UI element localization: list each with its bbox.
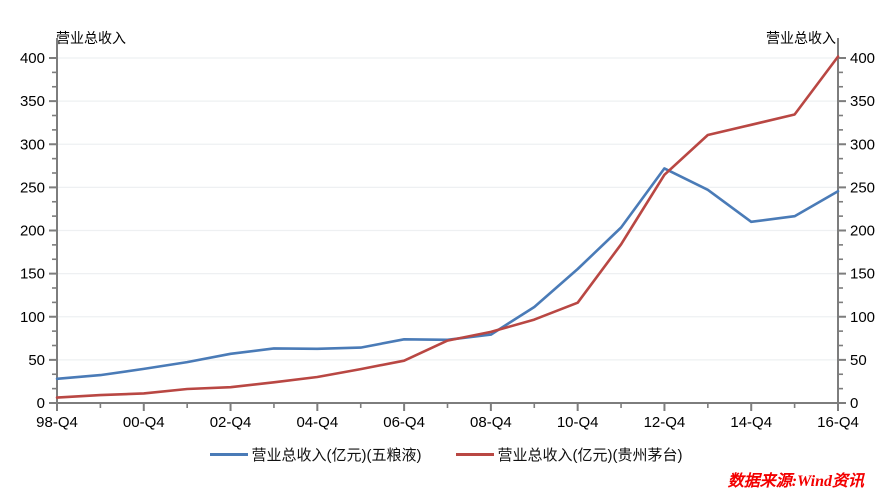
y-tick-label-right: 50	[850, 352, 867, 369]
source-note: 数据来源:Wind资讯	[727, 473, 864, 490]
y-tick-label-left: 300	[20, 136, 45, 153]
y-tick-label-right: 400	[850, 50, 875, 67]
x-tick-label: 10-Q4	[557, 414, 599, 431]
left-axis-title: 营业总收入	[56, 30, 126, 46]
y-tick-label-left: 50	[28, 352, 45, 369]
legend-line-red-icon	[455, 453, 494, 456]
y-tick-label-right: 0	[850, 395, 858, 412]
x-tick-label: 12-Q4	[644, 414, 686, 431]
y-tick-label-left: 150	[20, 266, 45, 283]
right-axis-title: 营业总收入	[766, 30, 836, 46]
y-tick-label-left: 350	[20, 93, 45, 110]
y-tick-label-right: 300	[850, 136, 875, 153]
y-tick-label-left: 100	[20, 309, 45, 326]
x-tick-label: 14-Q4	[730, 414, 772, 431]
legend-label-moutai: 营业总收入(亿元)(贵州茅台)	[497, 447, 683, 464]
y-tick-label-right: 150	[850, 266, 875, 283]
plot-area: 0 0 50 50 100 100 150 150 200 200 250 250 300 300 350 3…	[20, 38, 875, 431]
y-tick-label-right: 250	[850, 179, 875, 196]
legend: 营业总收入(亿元)(五粮液) 营业总收入(亿元)(贵州茅台)	[0, 444, 892, 465]
y-tick-label-right: 100	[850, 309, 875, 326]
y-tick-label-right: 200	[850, 223, 875, 240]
legend-item-wuliangye[interactable]: 营业总收入(亿元)(五粮液)	[209, 444, 422, 465]
legend-label-wuliangye: 营业总收入(亿元)(五粮液)	[251, 447, 422, 464]
x-tick-label: 16-Q4	[817, 414, 859, 431]
x-tick-label: 98-Q4	[36, 414, 78, 431]
x-tick-label: 04-Q4	[296, 414, 338, 431]
y-tick-label-left: 0	[37, 395, 45, 412]
x-tick-label: 02-Q4	[210, 414, 252, 431]
y-tick-label-right: 350	[850, 93, 875, 110]
legend-line-blue-icon	[209, 453, 248, 456]
y-tick-label-left: 200	[20, 223, 45, 240]
x-tick-label: 06-Q4	[383, 414, 425, 431]
x-tick-label: 00-Q4	[123, 414, 165, 431]
y-tick-label-left: 400	[20, 50, 45, 67]
series-line-1	[55, 55, 840, 399]
legend-item-moutai[interactable]: 营业总收入(亿元)(贵州茅台)	[455, 444, 683, 465]
x-tick-label: 08-Q4	[470, 414, 512, 431]
y-tick-label-left: 250	[20, 179, 45, 196]
